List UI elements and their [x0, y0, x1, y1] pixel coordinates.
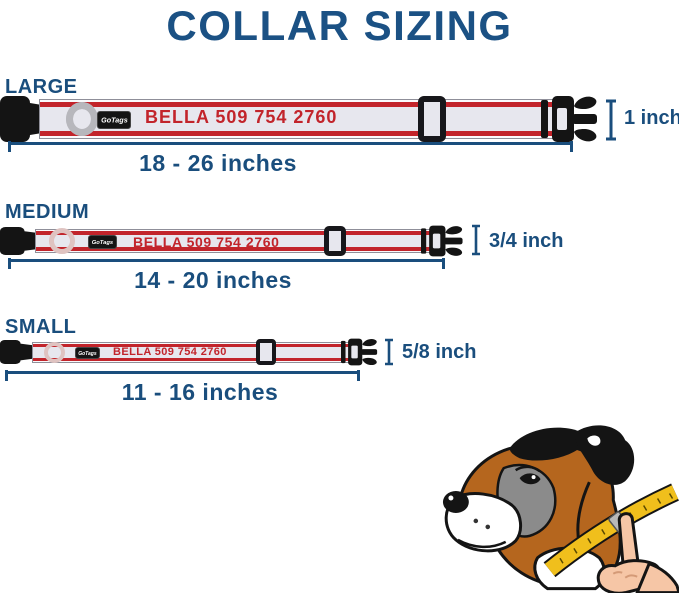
size-range-label: 11 - 16 inches — [121, 379, 279, 405]
size-label-medium: MEDIUM — [5, 201, 90, 223]
measurement-line — [5, 370, 360, 381]
d-ring-icon — [44, 342, 65, 363]
width-label: 5/8 inch — [402, 341, 477, 363]
personalized-name-text: BELLA 509 754 2760 — [145, 107, 338, 127]
d-ring-icon — [66, 102, 98, 136]
tri-glide-slider-icon — [256, 339, 276, 365]
size-range-label: 14 - 20 inches — [134, 267, 292, 293]
brand-tag-label: GoTags — [100, 116, 128, 124]
width-bracket-icon — [606, 99, 616, 141]
buckle-male-icon — [541, 96, 597, 142]
measurement-line — [8, 141, 573, 152]
size-range-label: 18 - 26 inches — [139, 150, 297, 176]
width-label: 3/4 inch — [489, 230, 564, 252]
personalized-name-text: BELLA 509 754 2760 — [133, 234, 280, 250]
brand-tag: GoTags — [75, 347, 100, 359]
width-bracket-icon — [472, 224, 480, 256]
d-ring-icon — [49, 228, 75, 254]
buckle-male-icon — [421, 225, 463, 257]
page-title: COLLAR SIZING — [166, 2, 513, 49]
brand-tag: GoTags — [97, 111, 131, 129]
size-label-large: LARGE — [5, 76, 78, 98]
brand-tag-label: GoTags — [78, 350, 97, 356]
brand-tag-label: GoTags — [91, 238, 114, 246]
personalized-name-text: BELLA 509 754 2760 — [113, 346, 227, 358]
tri-glide-slider-icon — [418, 96, 446, 142]
brand-tag: GoTags — [88, 235, 117, 249]
width-bracket-icon — [385, 338, 393, 366]
buckle-male-icon — [341, 338, 378, 366]
tri-glide-slider-icon — [324, 226, 346, 256]
dog-neck-measuring-illustration — [442, 425, 679, 593]
size-label-small: SMALL — [5, 316, 77, 338]
measurement-line — [8, 258, 445, 269]
width-label: 1 inch — [624, 107, 679, 129]
